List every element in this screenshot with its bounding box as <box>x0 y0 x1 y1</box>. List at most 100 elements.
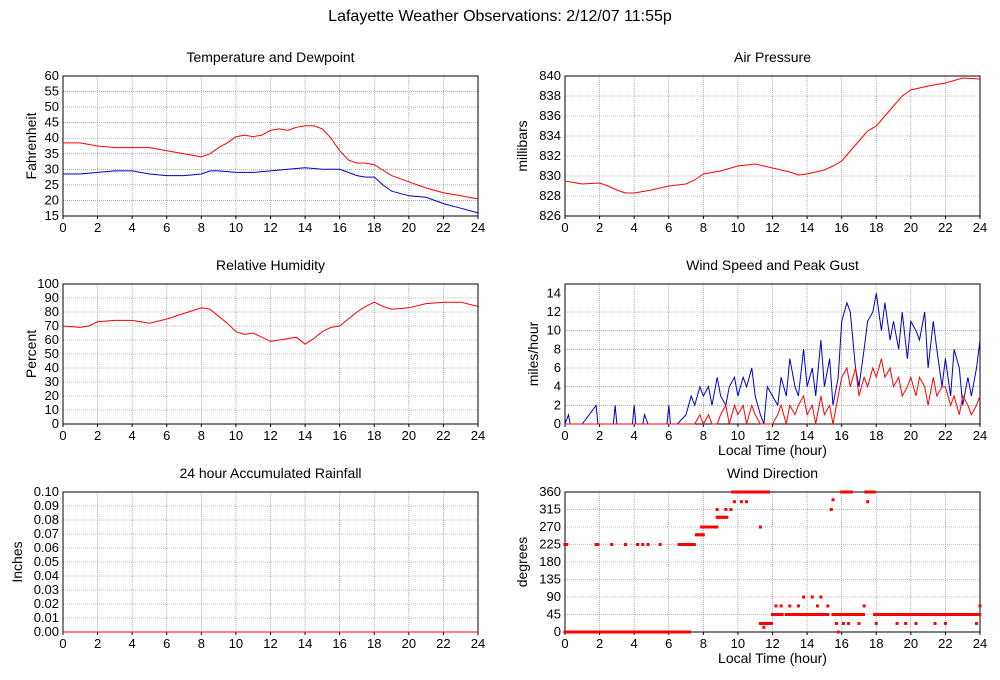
direction-ytick-label: 90 <box>547 589 561 604</box>
humidity-ylabel: Percent <box>23 330 39 378</box>
wind-xtick-label: 12 <box>765 428 779 443</box>
rain-ytick-label: 0.02 <box>34 596 59 611</box>
direction-xtick-label: 18 <box>869 636 883 651</box>
direction-ytick-label: 0 <box>554 624 561 639</box>
direction-point <box>861 613 865 616</box>
humidity-ytick-label: 50 <box>45 346 59 361</box>
rain-ytick-label: 0.03 <box>34 582 59 597</box>
direction-point <box>829 508 833 511</box>
direction-point <box>715 508 719 511</box>
direction-point <box>895 621 899 625</box>
direction-point <box>847 621 851 625</box>
rain-title: 24 hour Accumulated Rainfall <box>179 465 361 481</box>
pressure-xtick-label: 10 <box>731 220 745 235</box>
temp-ytick-label: 60 <box>45 68 59 83</box>
pressure-ytick-label: 832 <box>539 148 561 163</box>
direction-xlabel: Local Time (hour) <box>718 650 827 666</box>
temp-xtick-label: 22 <box>436 220 450 235</box>
humidity-xtick-label: 20 <box>402 428 416 443</box>
humidity-xtick-label: 22 <box>436 428 450 443</box>
wind-ytick-label: 8 <box>554 341 561 356</box>
wind-xtick-label: 16 <box>834 428 848 443</box>
pressure-xtick-label: 6 <box>665 220 672 235</box>
pressure-ytick-label: 838 <box>539 88 561 103</box>
direction-ytick-label: 225 <box>539 537 561 552</box>
rain-ylabel: Inches <box>9 541 25 582</box>
wind-xtick-label: 20 <box>904 428 918 443</box>
humidity-xtick-label: 2 <box>94 428 101 443</box>
direction-ytick-label: 315 <box>539 502 561 517</box>
direction-point <box>826 613 830 616</box>
direction-point <box>636 543 640 546</box>
rain-xtick-label: 24 <box>471 636 485 651</box>
humidity-ytick-label: 90 <box>45 290 59 305</box>
wind-xtick-label: 24 <box>973 428 987 443</box>
temp-xtick-label: 12 <box>263 220 277 235</box>
rain-xtick-label: 22 <box>436 636 450 651</box>
humidity-ytick-label: 40 <box>45 360 59 375</box>
direction-title: Wind Direction <box>727 465 818 481</box>
humidity-ytick-label: 80 <box>45 304 59 319</box>
direction-point <box>802 595 806 599</box>
direction-point <box>745 500 749 504</box>
pressure-xtick-label: 2 <box>596 220 603 235</box>
humidity-title: Relative Humidity <box>216 257 325 273</box>
direction-point <box>732 500 736 504</box>
direction-point <box>836 630 840 634</box>
rain-ytick-label: 0.04 <box>34 568 59 583</box>
direction-point <box>563 543 567 546</box>
rain-xtick-label: 6 <box>163 636 170 651</box>
direction-point <box>729 508 733 511</box>
direction-point <box>866 500 870 504</box>
temp-xtick-label: 8 <box>198 220 205 235</box>
direction-point <box>594 543 598 546</box>
rain-ytick-label: 0.08 <box>34 512 59 527</box>
pressure-xtick-label: 0 <box>561 220 568 235</box>
direction-xtick-label: 24 <box>973 636 987 651</box>
direction-point <box>815 604 819 608</box>
rain-xtick-label: 20 <box>402 636 416 651</box>
wind-xlabel: Local Time (hour) <box>718 442 827 458</box>
rain-ytick-label: 0.05 <box>34 554 59 569</box>
rain-xtick-label: 2 <box>94 636 101 651</box>
direction-xtick-label: 12 <box>765 636 779 651</box>
pressure-ytick-label: 834 <box>539 128 561 143</box>
wind-series-1-line <box>565 358 981 426</box>
temp-series-1-line <box>63 167 479 214</box>
temp-series-0-line <box>63 125 479 200</box>
wind-ytick-label: 4 <box>554 379 561 394</box>
temp-xtick-label: 14 <box>298 220 312 235</box>
pressure-xtick-label: 22 <box>938 220 952 235</box>
page-title: Lafayette Weather Observations: 2/12/07 … <box>328 8 672 25</box>
wind-xtick-label: 6 <box>665 428 672 443</box>
wind-xtick-label: 2 <box>596 428 603 443</box>
wind-xtick-label: 4 <box>631 428 638 443</box>
direction-point <box>810 595 814 599</box>
humidity-ytick-label: 20 <box>45 388 59 403</box>
temp-xtick-label: 6 <box>163 220 170 235</box>
temp-ytick-label: 40 <box>45 130 59 145</box>
direction-point <box>872 490 876 494</box>
direction-ytick-label: 135 <box>539 572 561 587</box>
direction-ytick-label: 180 <box>539 554 561 569</box>
direction-point <box>841 621 845 625</box>
direction-point <box>914 621 918 625</box>
temp-ytick-label: 35 <box>45 146 59 161</box>
wind-ylabel: miles/hour <box>525 321 541 386</box>
direction-point <box>758 525 762 529</box>
rain-chart <box>62 491 479 635</box>
direction-point <box>943 621 947 625</box>
direction-point <box>596 543 600 546</box>
humidity-ytick-label: 30 <box>45 374 59 389</box>
wind-ytick-label: 14 <box>547 285 561 300</box>
rain-xtick-label: 14 <box>298 636 312 651</box>
wind-xtick-label: 10 <box>731 428 745 443</box>
temp-xtick-label: 18 <box>367 220 381 235</box>
temp-ylabel: Fahrenheit <box>23 112 39 179</box>
direction-point <box>978 613 982 616</box>
rain-ytick-label: 0.10 <box>34 484 59 499</box>
pressure-ytick-label: 830 <box>539 168 561 183</box>
humidity-ytick-label: 70 <box>45 318 59 333</box>
pressure-ytick-label: 840 <box>539 68 561 83</box>
wind-xtick-label: 22 <box>938 428 952 443</box>
